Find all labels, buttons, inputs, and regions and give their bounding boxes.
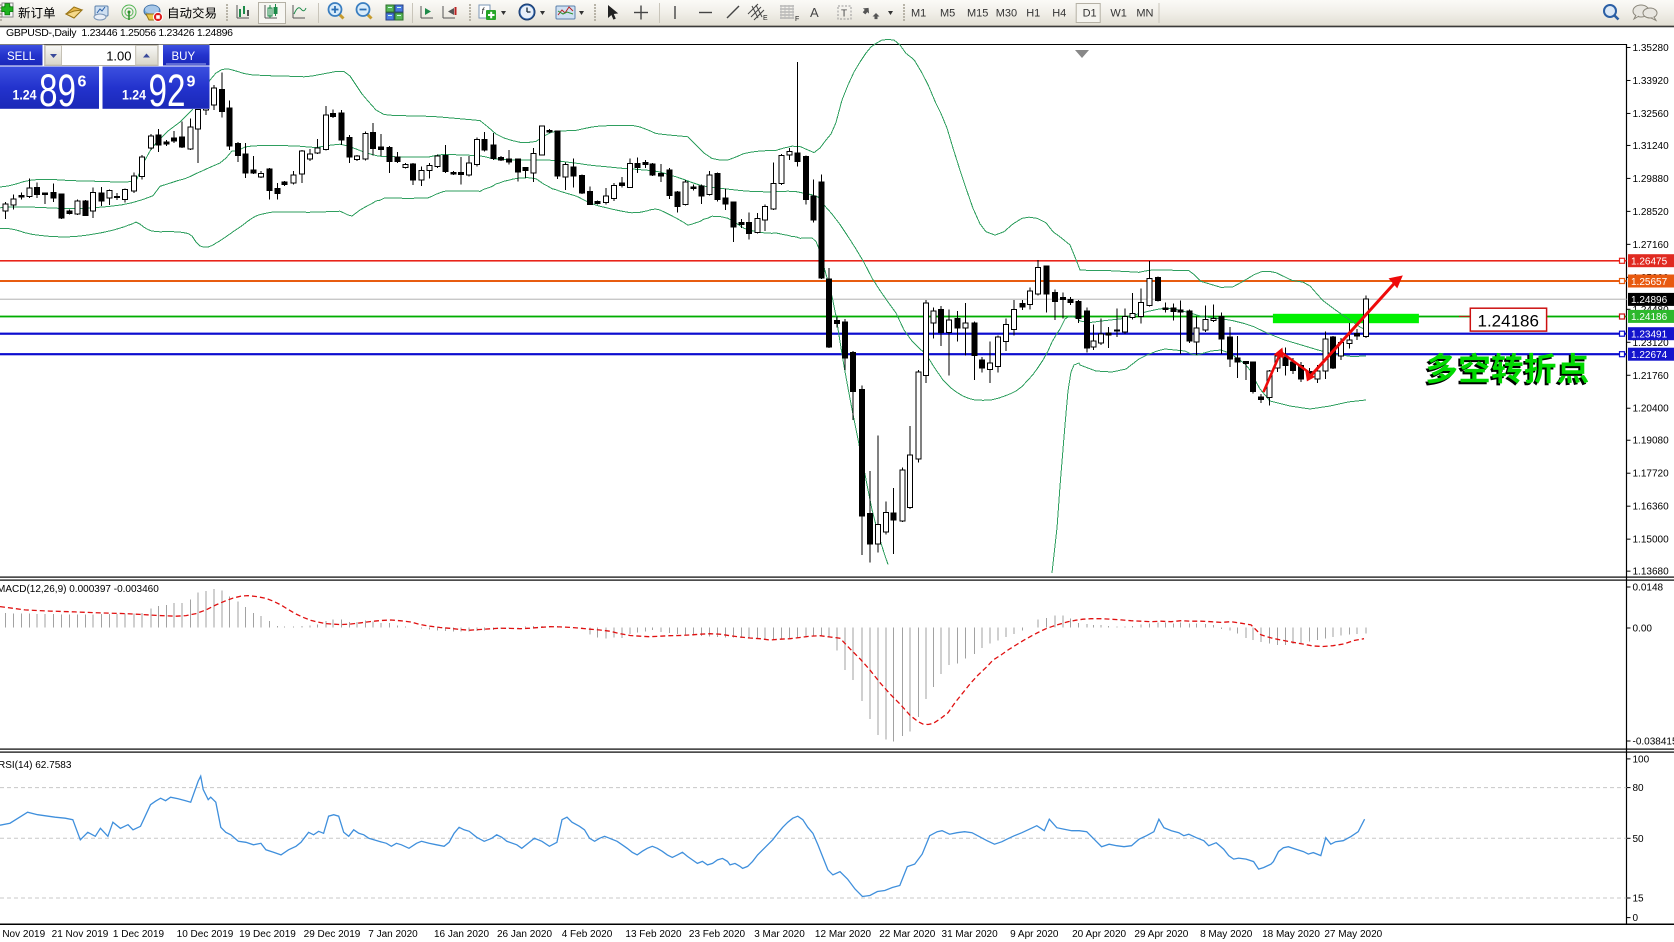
- svg-text:80: 80: [1633, 783, 1645, 794]
- svg-text:E: E: [763, 15, 768, 22]
- svg-text:19 Dec 2019: 19 Dec 2019: [239, 929, 296, 940]
- svg-text:100: 100: [1633, 754, 1650, 765]
- svg-text:92: 92: [149, 65, 186, 116]
- svg-text:1.24896: 1.24896: [1631, 295, 1668, 306]
- svg-text:18 May 2020: 18 May 2020: [1262, 929, 1320, 940]
- svg-text:1.21760: 1.21760: [1633, 371, 1670, 382]
- svg-text:1.29880: 1.29880: [1633, 174, 1670, 185]
- svg-text:1.28520: 1.28520: [1633, 207, 1670, 218]
- svg-text:1.24186: 1.24186: [1478, 312, 1539, 331]
- svg-text:26 Jan 2020: 26 Jan 2020: [497, 929, 552, 940]
- svg-text:8 May 2020: 8 May 2020: [1200, 929, 1253, 940]
- svg-text:1.26475: 1.26475: [1631, 257, 1668, 268]
- svg-text:1.24: 1.24: [13, 88, 37, 103]
- svg-text:f: f: [482, 6, 486, 16]
- svg-text:27 May 2020: 27 May 2020: [1324, 929, 1382, 940]
- svg-text:1.25657: 1.25657: [1631, 277, 1668, 288]
- svg-text:1.33920: 1.33920: [1633, 76, 1670, 87]
- svg-text:F: F: [795, 16, 799, 23]
- svg-text:0.0148: 0.0148: [1633, 583, 1664, 594]
- svg-text:4 Feb 2020: 4 Feb 2020: [562, 929, 613, 940]
- svg-text:M5: M5: [940, 8, 955, 20]
- svg-text:7 Jan 2020: 7 Jan 2020: [368, 929, 418, 940]
- svg-text:M30: M30: [996, 8, 1017, 20]
- svg-text:H1: H1: [1026, 8, 1040, 20]
- svg-text:M15: M15: [967, 8, 988, 20]
- svg-text:H4: H4: [1052, 8, 1066, 20]
- svg-text:16 Jan 2020: 16 Jan 2020: [434, 929, 489, 940]
- svg-text:1.16360: 1.16360: [1633, 502, 1670, 513]
- svg-text:9 Apr 2020: 9 Apr 2020: [1010, 929, 1059, 940]
- svg-text:1.24186: 1.24186: [1631, 312, 1668, 323]
- svg-text:D1: D1: [1083, 8, 1097, 20]
- svg-text:13 Feb 2020: 13 Feb 2020: [625, 929, 682, 940]
- svg-text:22 Mar 2020: 22 Mar 2020: [879, 929, 936, 940]
- svg-text:29 Apr 2020: 29 Apr 2020: [1134, 929, 1188, 940]
- svg-text:20 Apr 2020: 20 Apr 2020: [1072, 929, 1126, 940]
- svg-text:1.17720: 1.17720: [1633, 469, 1670, 480]
- svg-text:89: 89: [39, 65, 76, 116]
- svg-text:RSI(14) 62.7583: RSI(14) 62.7583: [0, 760, 72, 771]
- svg-text:1.23120: 1.23120: [1633, 338, 1670, 349]
- svg-text:6: 6: [78, 74, 87, 91]
- svg-text:1.00: 1.00: [106, 49, 131, 64]
- svg-text:1.32560: 1.32560: [1633, 109, 1670, 120]
- svg-text:1.23491: 1.23491: [1631, 330, 1668, 341]
- svg-text:MACD(12,26,9) 0.000397 -0.0034: MACD(12,26,9) 0.000397 -0.003460: [0, 584, 159, 595]
- svg-text:21 Nov 2019: 21 Nov 2019: [52, 929, 109, 940]
- svg-text:3 Mar 2020: 3 Mar 2020: [754, 929, 805, 940]
- svg-text:1.13680: 1.13680: [1633, 567, 1670, 578]
- svg-text:10 Dec 2019: 10 Dec 2019: [177, 929, 234, 940]
- svg-text:A: A: [810, 5, 819, 20]
- svg-text:29 Dec 2019: 29 Dec 2019: [304, 929, 361, 940]
- svg-text:23 Feb 2020: 23 Feb 2020: [689, 929, 746, 940]
- svg-text:1.35280: 1.35280: [1633, 43, 1670, 54]
- svg-text:BUY: BUY: [172, 51, 196, 63]
- svg-text:W1: W1: [1110, 8, 1127, 20]
- svg-text:GBPUSD-,Daily 1.23446 1.25056: GBPUSD-,Daily 1.23446 1.25056 1.23426 1.…: [6, 27, 233, 39]
- svg-text:1 Dec 2019: 1 Dec 2019: [113, 929, 165, 940]
- svg-text:1.24: 1.24: [122, 88, 146, 103]
- svg-text:0.00: 0.00: [1633, 624, 1653, 635]
- svg-text:-0.038415: -0.038415: [1633, 737, 1674, 748]
- svg-text:T: T: [841, 9, 847, 20]
- svg-text:50: 50: [1633, 834, 1645, 845]
- svg-text:SELL: SELL: [7, 51, 36, 63]
- svg-text:31 Mar 2020: 31 Mar 2020: [942, 929, 999, 940]
- svg-text:1.20400: 1.20400: [1633, 404, 1670, 415]
- svg-text:15: 15: [1633, 894, 1645, 905]
- svg-text:1.31240: 1.31240: [1633, 141, 1670, 152]
- svg-text:1.19080: 1.19080: [1633, 436, 1670, 447]
- svg-text:9 Nov 2019: 9 Nov 2019: [0, 929, 46, 940]
- svg-text:12 Mar 2020: 12 Mar 2020: [815, 929, 872, 940]
- svg-text:MN: MN: [1136, 8, 1153, 20]
- svg-text:1.27160: 1.27160: [1633, 240, 1670, 251]
- svg-text:1.22674: 1.22674: [1631, 350, 1668, 361]
- svg-text:1.15000: 1.15000: [1633, 535, 1670, 546]
- svg-text:0: 0: [1633, 913, 1639, 924]
- svg-text:9: 9: [187, 74, 196, 91]
- svg-text:M1: M1: [911, 8, 926, 20]
